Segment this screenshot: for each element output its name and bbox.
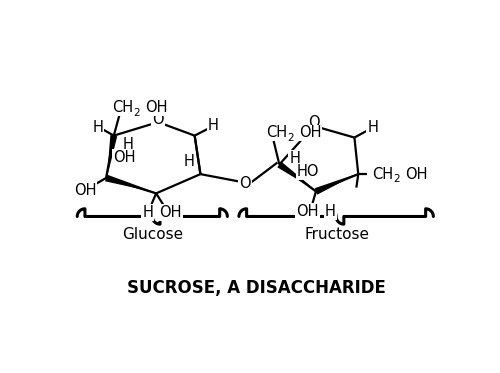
Text: OH: OH	[74, 183, 96, 198]
Text: O: O	[239, 176, 250, 191]
Text: OH: OH	[146, 100, 168, 115]
Text: CH: CH	[372, 167, 393, 182]
Polygon shape	[105, 175, 156, 192]
Polygon shape	[107, 135, 117, 178]
Text: 2: 2	[393, 174, 400, 184]
Text: O: O	[308, 115, 320, 130]
Text: H: H	[368, 120, 378, 135]
Text: OH: OH	[160, 205, 182, 220]
Text: OH: OH	[300, 125, 322, 140]
Polygon shape	[278, 162, 316, 191]
Text: OH: OH	[296, 204, 318, 219]
Text: CH: CH	[112, 100, 133, 115]
Text: Fructose: Fructose	[304, 228, 370, 242]
Text: O: O	[152, 112, 164, 126]
Text: 2: 2	[287, 133, 294, 143]
Text: OH: OH	[114, 150, 136, 166]
Text: H: H	[208, 119, 218, 134]
Text: H: H	[290, 151, 300, 166]
Text: H: H	[92, 120, 103, 135]
Text: CH: CH	[266, 125, 287, 140]
Text: H: H	[325, 204, 336, 219]
Text: HO: HO	[297, 164, 320, 179]
Text: H: H	[184, 154, 194, 169]
Text: H: H	[142, 205, 153, 220]
Polygon shape	[314, 173, 358, 195]
Text: 2: 2	[133, 108, 140, 118]
Text: Glucose: Glucose	[122, 228, 183, 242]
Text: OH: OH	[405, 167, 427, 182]
Text: SUCROSE, A DISACCHARIDE: SUCROSE, A DISACCHARIDE	[127, 279, 386, 297]
Text: H: H	[123, 137, 134, 151]
